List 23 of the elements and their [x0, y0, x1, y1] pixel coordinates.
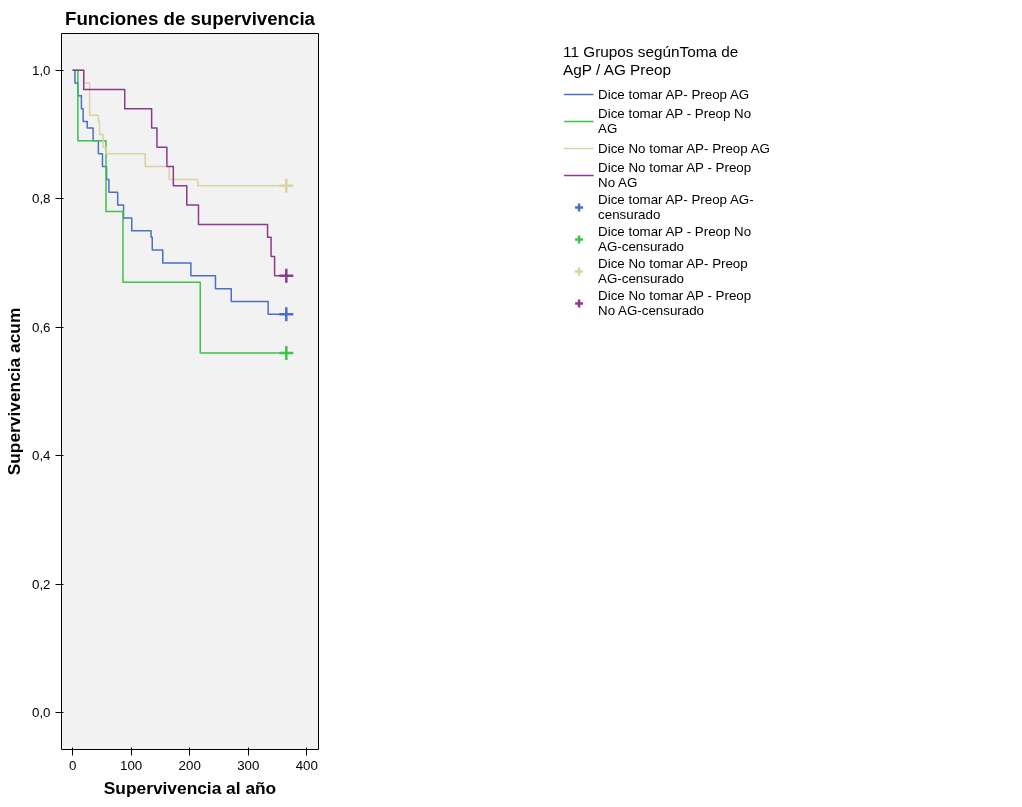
y-tick-label: 0,6 [31, 319, 51, 335]
legend-title: 11 Grupos segúnToma de AgP / AG Preop [563, 43, 740, 79]
x-tick-label: 200 [178, 757, 201, 773]
x-tick-label: 100 [120, 757, 143, 773]
y-axis-title: Supervivencia acum [3, 307, 24, 476]
legend-label: Dice tomar AP - Preop No AG [598, 106, 752, 136]
legend-label: Dice No tomar AP - Preop No AG [598, 160, 752, 190]
legend-label: Dice No tomar AP- Preop AG [598, 140, 770, 156]
x-axis-title: Supervivencia al año [103, 777, 277, 798]
legend-label: Dice No tomar AP - Preop No AG-censurado [598, 288, 752, 318]
legend-label: Dice No tomar AP- Preop AG-censurado [598, 256, 748, 286]
y-tick-label: 0,2 [31, 576, 51, 592]
x-tick-label: 0 [68, 757, 77, 773]
y-tick-label: 0,0 [31, 705, 51, 721]
y-tick-label: 0,8 [31, 191, 51, 207]
y-tick-label: 0,4 [31, 448, 52, 464]
x-tick-label: 300 [237, 757, 260, 773]
x-tick-label: 400 [295, 757, 318, 773]
chart-title: Funciones de supervivencia [65, 7, 316, 29]
legend-label: Dice tomar AP- Preop AG-censurado [598, 192, 754, 222]
legend-label: Dice tomar AP - Preop No AG-censurado [598, 224, 752, 254]
y-tick-label: 1,0 [31, 62, 51, 78]
legend-label: Dice tomar AP- Preop AG [598, 86, 750, 102]
